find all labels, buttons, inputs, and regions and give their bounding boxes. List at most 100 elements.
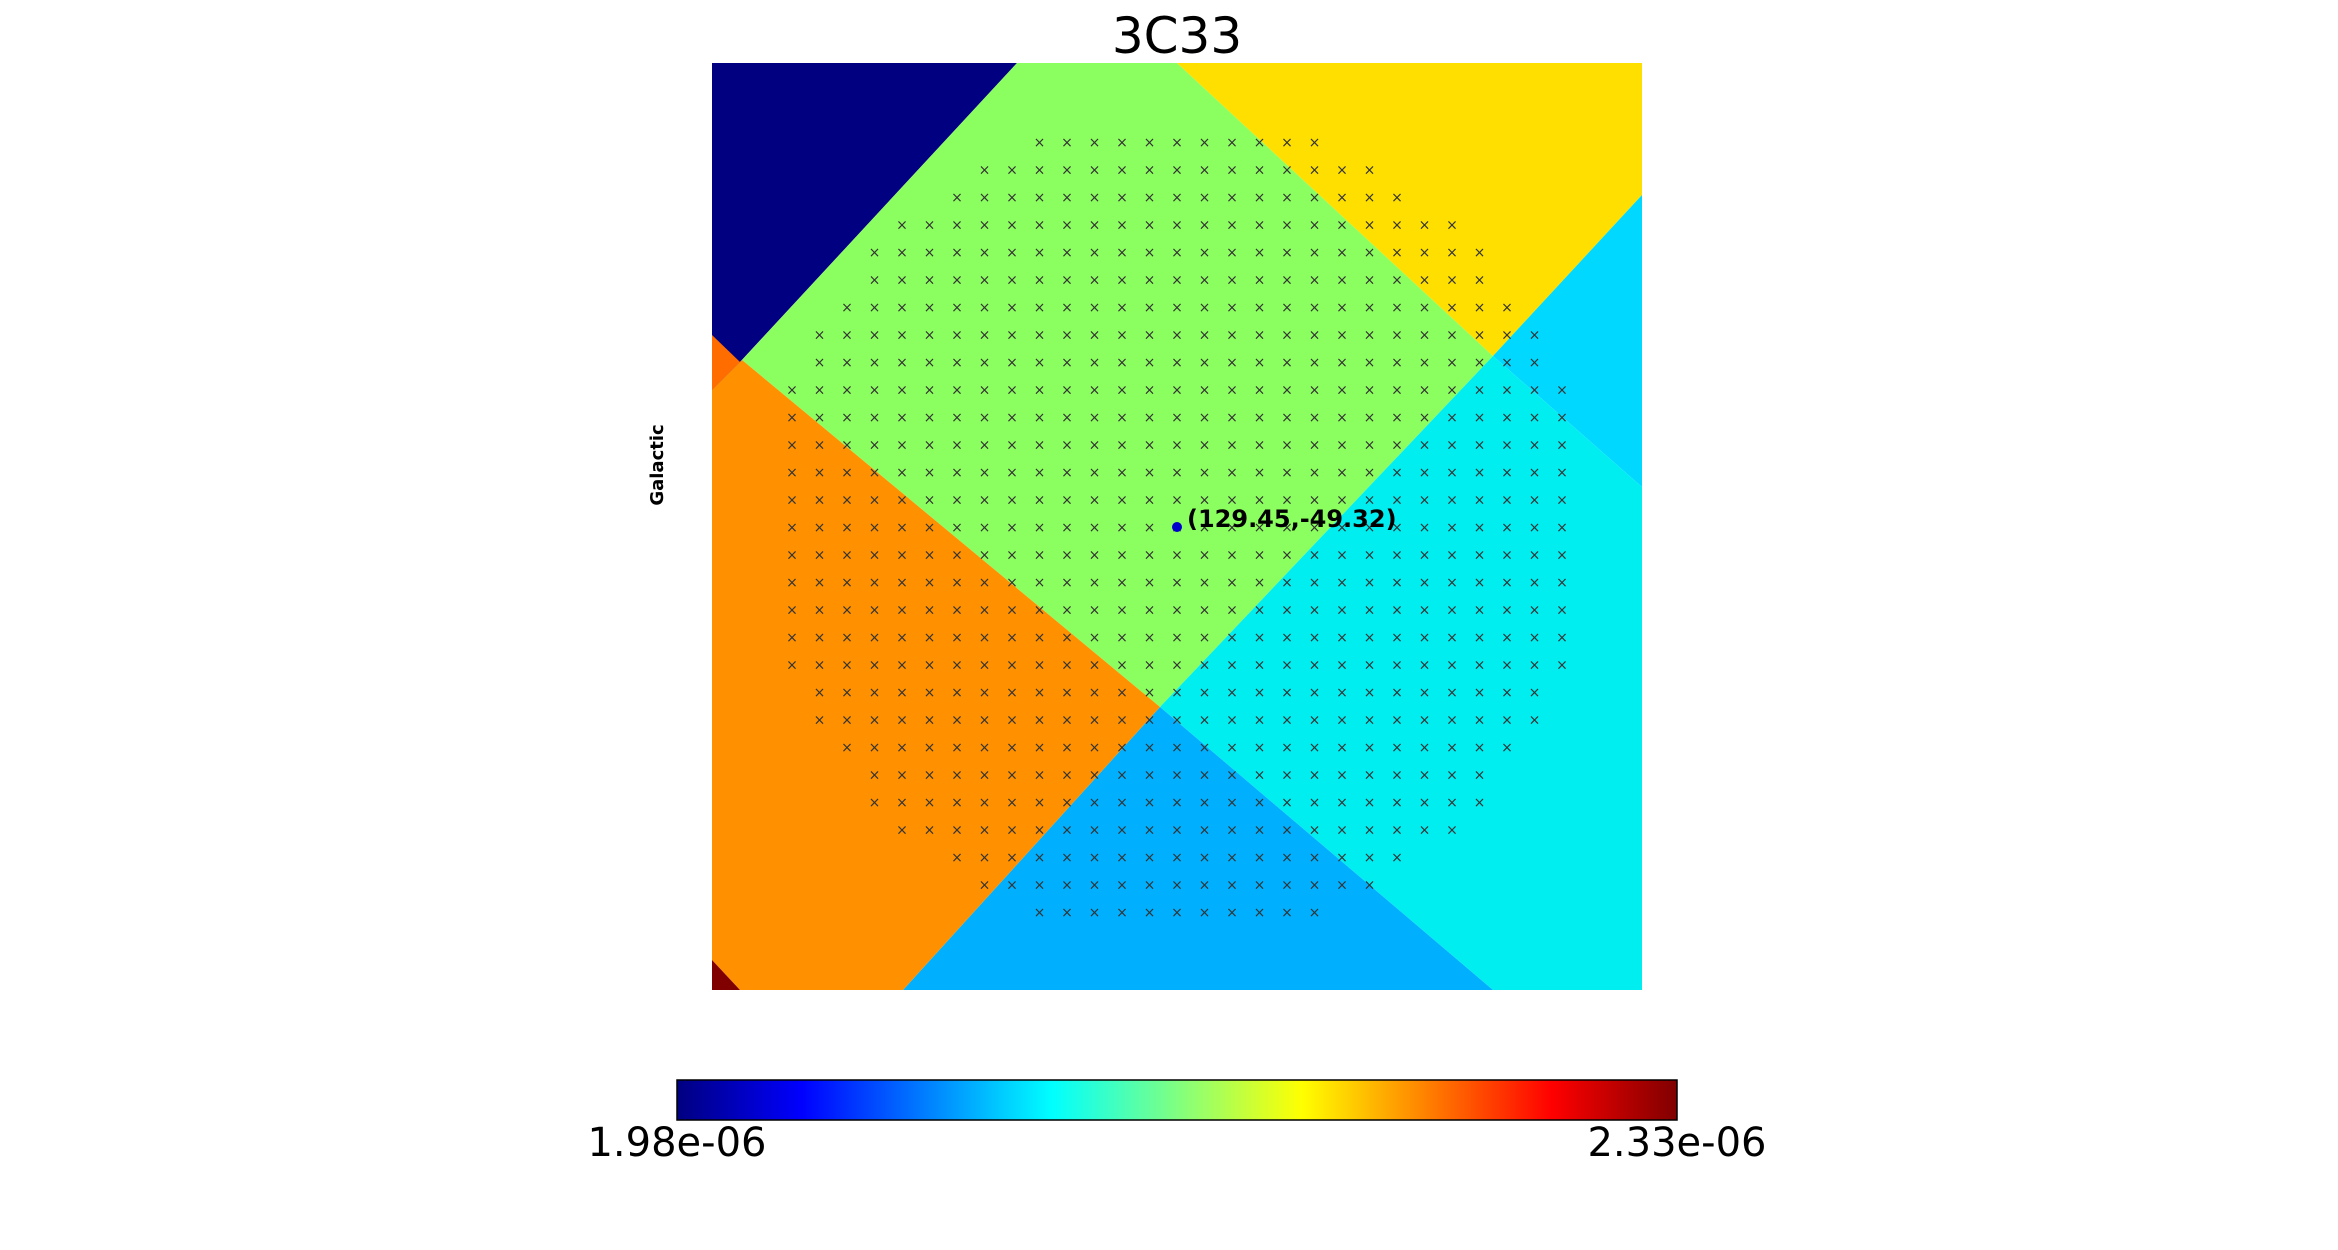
pixel-marker: × bbox=[1226, 190, 1238, 206]
pixel-marker: × bbox=[1309, 878, 1321, 894]
pixel-marker: × bbox=[896, 713, 908, 729]
pixel-marker: × bbox=[979, 823, 991, 839]
pixel-marker: × bbox=[951, 795, 963, 811]
pixel-marker: × bbox=[979, 383, 991, 399]
pixel-marker: × bbox=[1281, 410, 1293, 426]
pixel-marker: × bbox=[786, 658, 798, 674]
pixel-marker: × bbox=[979, 328, 991, 344]
pixel-marker: × bbox=[1391, 850, 1403, 866]
pixel-marker: × bbox=[1171, 713, 1183, 729]
pixel-marker: × bbox=[1006, 300, 1018, 316]
pixel-marker: × bbox=[1144, 245, 1156, 261]
pixel-marker: × bbox=[869, 328, 881, 344]
pixel-marker: × bbox=[1006, 575, 1018, 591]
pixel-marker: × bbox=[1116, 300, 1128, 316]
pixel-marker: × bbox=[1034, 630, 1046, 646]
pixel-marker: × bbox=[1226, 575, 1238, 591]
pixel-marker: × bbox=[1034, 383, 1046, 399]
pixel-marker: × bbox=[1419, 355, 1431, 371]
pixel-marker: × bbox=[1309, 355, 1321, 371]
pixel-marker: × bbox=[1309, 823, 1321, 839]
pixel-marker: × bbox=[1116, 795, 1128, 811]
pixel-marker: × bbox=[1281, 795, 1293, 811]
pixel-marker: × bbox=[1226, 603, 1238, 619]
pixel-marker: × bbox=[1171, 355, 1183, 371]
pixel-marker: × bbox=[1254, 300, 1266, 316]
pixel-marker: × bbox=[1336, 575, 1348, 591]
pixel-marker: × bbox=[1171, 768, 1183, 784]
pixel-marker: × bbox=[1061, 163, 1073, 179]
pixel-marker: × bbox=[1061, 520, 1073, 536]
pixel-marker: × bbox=[979, 548, 991, 564]
pixel-marker: × bbox=[1116, 135, 1128, 151]
pixel-marker: × bbox=[1446, 273, 1458, 289]
pixel-marker: × bbox=[869, 438, 881, 454]
pixel-marker: × bbox=[979, 713, 991, 729]
pixel-marker: × bbox=[1199, 465, 1211, 481]
pixel-marker: × bbox=[1309, 713, 1321, 729]
pixel-marker: × bbox=[1226, 823, 1238, 839]
pixel-marker: × bbox=[924, 740, 936, 756]
pixel-marker: × bbox=[1171, 878, 1183, 894]
pixel-marker: × bbox=[1281, 245, 1293, 261]
pixel-marker: × bbox=[979, 603, 991, 619]
pixel-marker: × bbox=[1116, 438, 1128, 454]
pixel-marker: × bbox=[1391, 575, 1403, 591]
pixel-marker: × bbox=[1089, 630, 1101, 646]
pixel-marker: × bbox=[1501, 658, 1513, 674]
pixel-marker: × bbox=[1034, 493, 1046, 509]
pixel-marker: × bbox=[1281, 355, 1293, 371]
pixel-marker: × bbox=[1474, 438, 1486, 454]
pixel-marker: × bbox=[1199, 575, 1211, 591]
pixel-marker: × bbox=[1364, 878, 1376, 894]
pixel-marker: × bbox=[1199, 713, 1211, 729]
pixel-marker: × bbox=[869, 520, 881, 536]
pixel-marker: × bbox=[1336, 465, 1348, 481]
pixel-marker: × bbox=[1006, 410, 1018, 426]
pixel-marker: × bbox=[1199, 823, 1211, 839]
pixel-marker: × bbox=[814, 685, 826, 701]
pixel-marker: × bbox=[1336, 850, 1348, 866]
pixel-marker: × bbox=[1419, 465, 1431, 481]
pixel-marker: × bbox=[869, 575, 881, 591]
pixel-marker: × bbox=[1474, 245, 1486, 261]
pixel-marker: × bbox=[1254, 520, 1266, 536]
pixel-marker: × bbox=[1171, 190, 1183, 206]
pixel-marker: × bbox=[1336, 300, 1348, 316]
pixel-marker: × bbox=[1336, 355, 1348, 371]
pixel-marker: × bbox=[1089, 273, 1101, 289]
pixel-marker: × bbox=[1309, 685, 1321, 701]
pixel-marker: × bbox=[1089, 218, 1101, 234]
pixel-marker: × bbox=[1089, 740, 1101, 756]
pixel-marker: × bbox=[1034, 300, 1046, 316]
pixel-marker: × bbox=[1171, 685, 1183, 701]
pixel-marker: × bbox=[1034, 768, 1046, 784]
pixel-marker: × bbox=[1281, 328, 1293, 344]
pixel-marker: × bbox=[1309, 163, 1321, 179]
pixel-marker: × bbox=[841, 300, 853, 316]
pixel-marker: × bbox=[1446, 520, 1458, 536]
pixel-marker: × bbox=[1254, 245, 1266, 261]
pixel-marker: × bbox=[1336, 438, 1348, 454]
pixel-marker: × bbox=[841, 355, 853, 371]
pixel-marker: × bbox=[1226, 355, 1238, 371]
pixel-marker: × bbox=[869, 713, 881, 729]
pixel-marker: × bbox=[1391, 355, 1403, 371]
pixel-marker: × bbox=[951, 493, 963, 509]
pixel-marker: × bbox=[1474, 300, 1486, 316]
pixel-marker: × bbox=[1199, 603, 1211, 619]
pixel-marker: × bbox=[951, 273, 963, 289]
pixel-marker: × bbox=[841, 328, 853, 344]
pixel-marker: × bbox=[1034, 438, 1046, 454]
pixel-marker: × bbox=[1419, 658, 1431, 674]
pixel-marker: × bbox=[896, 438, 908, 454]
pixel-marker: × bbox=[1309, 438, 1321, 454]
pixel-marker: × bbox=[1144, 300, 1156, 316]
pixel-marker: × bbox=[1556, 465, 1568, 481]
pixel-marker: × bbox=[1336, 410, 1348, 426]
pixel-marker: × bbox=[1034, 190, 1046, 206]
pixel-marker: × bbox=[1144, 685, 1156, 701]
pixel-marker: × bbox=[1391, 410, 1403, 426]
pixel-marker: × bbox=[1391, 685, 1403, 701]
pixel-marker: × bbox=[1254, 795, 1266, 811]
